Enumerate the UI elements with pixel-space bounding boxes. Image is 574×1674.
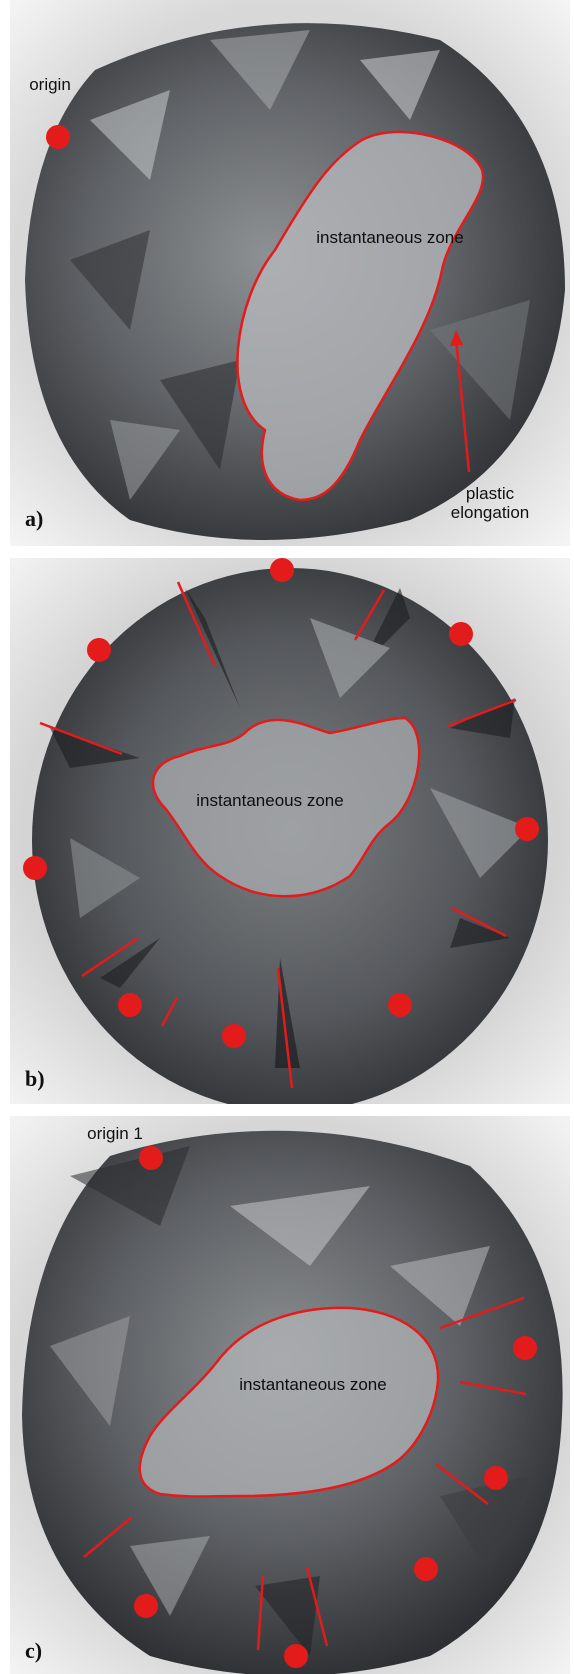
- instantaneous-zone-label: instantaneous zone: [196, 791, 344, 810]
- fracture-surface-b: [10, 558, 570, 1104]
- instantaneous-zone-outline: [138, 1306, 440, 1498]
- crack-lines: [39, 581, 517, 1089]
- crack-lines: [83, 1296, 527, 1651]
- origin-markers: [23, 558, 539, 1048]
- panel-letter-b: b): [25, 1066, 45, 1091]
- plastic-elongation-arrow-shaft: [454, 337, 471, 473]
- origin-marker: [46, 125, 70, 149]
- instantaneous-zone-fill: [237, 131, 484, 500]
- instantaneous-zone-outline: [236, 130, 485, 502]
- fracture-surface-a: [10, 0, 570, 546]
- fracture-panel-c: origin 1 instantaneous zone c): [10, 1116, 570, 1674]
- fracture-panel-b: instantaneous zone b): [10, 558, 570, 1104]
- origin-label: origin: [29, 75, 71, 94]
- plastic-elongation-label: plastic elongation: [450, 484, 530, 522]
- fracture-panel-a: origin instantaneous zone plastic elonga…: [10, 0, 570, 546]
- instantaneous-zone-outline: [151, 716, 421, 898]
- plastic-elongation-arrowhead: [450, 330, 463, 346]
- fracture-surface-c: [10, 1116, 570, 1674]
- panel-letter-a: a): [25, 506, 44, 531]
- origin-markers: [134, 1146, 537, 1668]
- instantaneous-zone-label: instantaneous zone: [239, 1375, 387, 1394]
- instantaneous-zone-fill: [153, 718, 420, 897]
- instantaneous-zone-fill: [139, 1307, 439, 1497]
- origin-1-label: origin 1: [87, 1124, 143, 1143]
- panel-letter-c: c): [25, 1638, 43, 1663]
- instantaneous-zone-label: instantaneous zone: [316, 228, 464, 247]
